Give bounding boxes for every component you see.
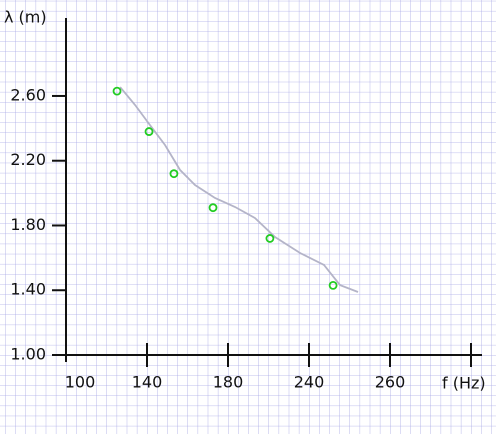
data-point: [265, 234, 275, 243]
y-tick-label: 2.20: [10, 150, 46, 169]
x-tick-label: 180: [213, 373, 244, 392]
data-point: [169, 169, 179, 179]
y-tick-label: 1.40: [10, 280, 46, 299]
x-tick-label: 140: [132, 373, 163, 392]
x-tick-label: 260: [375, 373, 406, 392]
y-tick-label: 2.60: [10, 85, 46, 104]
x-axis-label: f (Hz): [442, 374, 486, 393]
x-tick-label: 100: [65, 373, 96, 392]
data-point: [144, 127, 154, 136]
y-tick-label: 1.80: [10, 215, 46, 234]
data-point: [328, 280, 338, 290]
y-axis-label: λ (m): [4, 8, 47, 27]
data-point: [112, 86, 122, 96]
trend-line: [119, 86, 359, 293]
y-tick-label: 1.00: [10, 345, 46, 364]
x-tick-label: 240: [294, 373, 325, 392]
data-point: [208, 203, 218, 213]
